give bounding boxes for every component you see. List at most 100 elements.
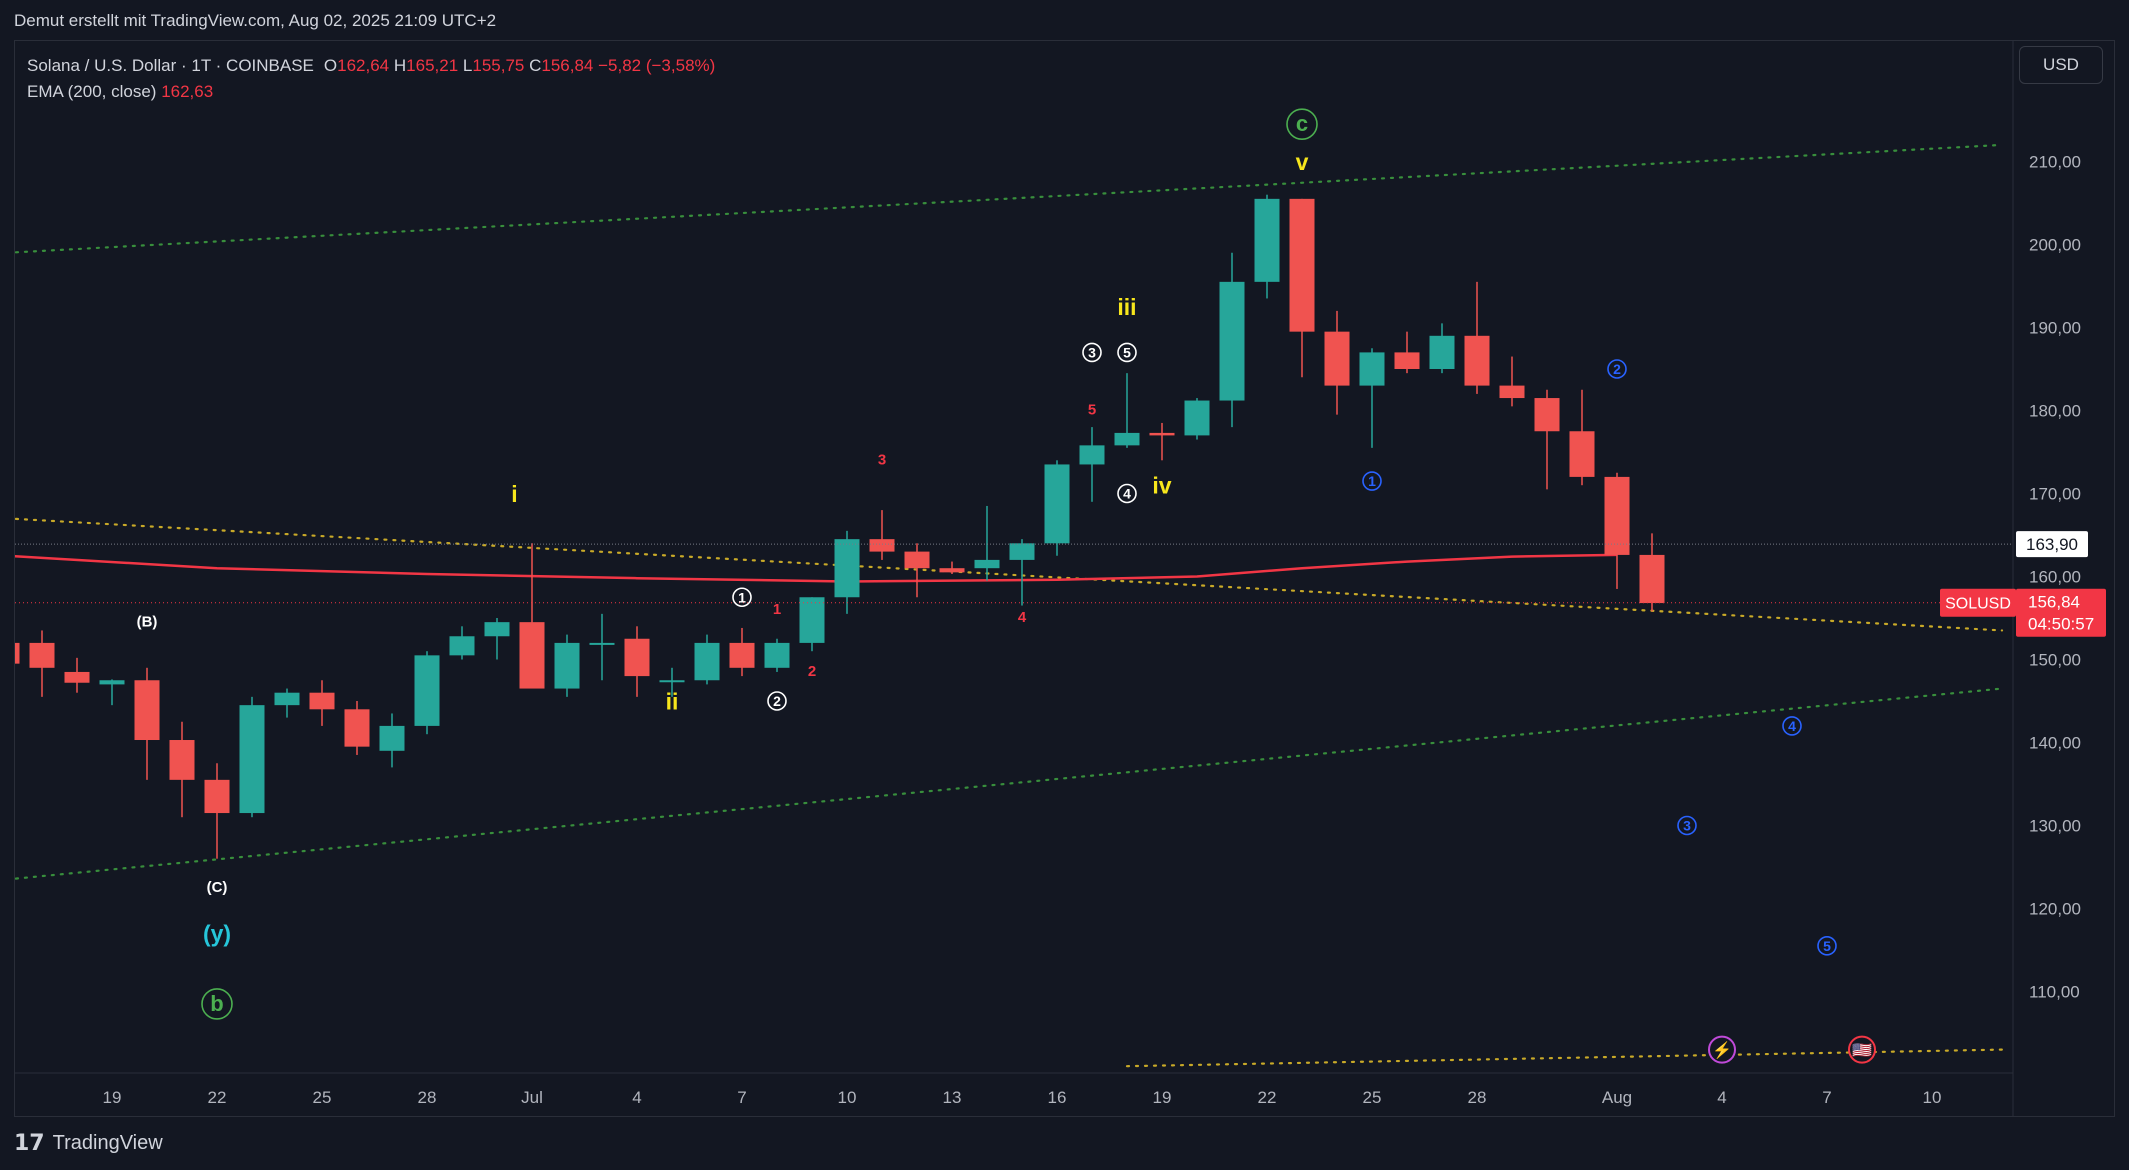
y-tick-label: 110,00: [2029, 983, 2080, 1002]
wave-label-cyan: (y): [203, 921, 231, 947]
candle: [414, 651, 440, 735]
candle-body: [519, 622, 545, 689]
price-tags-layer: 163,90 SOLUSD 156,84 04:50:57: [1940, 531, 2106, 637]
candle-body: [15, 642, 20, 664]
us-flag-event-icon[interactable]: 🇺🇸: [1848, 1035, 1876, 1064]
legend-ema-row[interactable]: EMA (200, close) 162,63: [27, 79, 715, 105]
candle: [1464, 281, 1490, 394]
candle: [764, 638, 790, 672]
ema-layer: [15, 553, 1618, 583]
candle: [204, 763, 230, 859]
candle: [15, 642, 20, 664]
candle: [1394, 331, 1420, 374]
wave-label-red: 5: [1088, 402, 1096, 419]
wave-label-text: (C): [207, 879, 228, 896]
candle: [274, 688, 300, 718]
last-price-text: 156,84: [2028, 593, 2080, 612]
candle-body: [1429, 335, 1455, 369]
candle: [1604, 472, 1630, 589]
candle-body: [1604, 476, 1630, 555]
wave-label-text: 2: [773, 693, 781, 709]
candle-body: [1534, 398, 1560, 432]
x-tick-label: Aug: [1602, 1088, 1632, 1107]
candle-body: [1184, 400, 1210, 436]
trendline-green: [15, 143, 2004, 254]
level-lines-layer: [15, 543, 2013, 604]
candle: [64, 657, 90, 693]
wave-label-text: c: [1296, 111, 1308, 136]
candle: [1534, 389, 1560, 490]
candle-body: [169, 740, 195, 780]
wave-label-blue: 2: [1607, 359, 1627, 379]
wave-label-white: (C): [207, 879, 228, 896]
candle-body: [134, 680, 160, 741]
candle-body: [239, 705, 265, 814]
x-tick-label: 22: [1258, 1088, 1277, 1107]
wave-label-circle: [1117, 483, 1137, 504]
low-label: L: [462, 56, 473, 75]
tradingview-logo-icon: 17: [14, 1131, 45, 1156]
candle-body: [1324, 331, 1350, 386]
wave-label-red: 1: [773, 601, 781, 618]
candle-body: [344, 709, 370, 747]
x-tick-label: 22: [208, 1088, 227, 1107]
wave-label-red: 3: [878, 451, 886, 468]
currency-button[interactable]: USD: [2019, 46, 2103, 84]
level-price-text: 163,90: [2026, 535, 2078, 554]
y-tick-label: 180,00: [2029, 402, 2081, 421]
candle-body: [659, 680, 685, 683]
wave-label-red: 2: [808, 663, 816, 680]
wave-label-white: 4: [1117, 483, 1137, 504]
legend-symbol-row[interactable]: Solana / U.S. Dollar · 1T · COINBASE O162…: [27, 53, 715, 79]
wave-label-circle: [1607, 359, 1627, 379]
wave-label-white: 1: [732, 587, 752, 608]
candle: [344, 701, 370, 755]
wave-label-circle: [1817, 936, 1837, 956]
last-price-tag: [2016, 588, 2106, 637]
tradingview-logo[interactable]: 17 TradingView: [14, 1131, 163, 1156]
event-icons-layer: ⚡ 🇺🇸: [1708, 1035, 1876, 1064]
event-icon-circle: [1708, 1035, 1736, 1064]
x-tick-label: 19: [1153, 1088, 1172, 1107]
wave-label-text: 5: [1088, 402, 1096, 419]
x-tick-label: 13: [943, 1088, 962, 1107]
wave-label-white: 2: [767, 691, 787, 711]
candle: [974, 505, 1000, 581]
candle-body: [589, 642, 615, 645]
y-tick-label: 190,00: [2029, 319, 2081, 338]
candle: [939, 561, 965, 575]
candle: [1324, 310, 1350, 415]
trendline-green: [15, 687, 2004, 880]
wave-label-text: 4: [1788, 718, 1796, 734]
candle: [624, 626, 650, 697]
candle-body: [29, 642, 55, 668]
candle-body: [1044, 464, 1070, 544]
wave-label-white: (B): [137, 613, 158, 630]
candle: [869, 510, 895, 560]
lightning-event-icon[interactable]: ⚡: [1708, 1035, 1736, 1064]
wave-label-text: 2: [1613, 361, 1621, 377]
candle: [484, 618, 510, 660]
candle-body: [204, 779, 230, 814]
wave-label-yellow: iii: [1117, 294, 1136, 320]
trendline-yellow: [15, 517, 2004, 632]
ema-label: EMA (200, close): [27, 82, 157, 101]
wave-label-circle: [1782, 716, 1802, 736]
wave-label-circle: [732, 587, 752, 608]
candle-body: [99, 680, 125, 685]
candle-body: [869, 539, 895, 552]
wave-label-yellow: ii: [666, 688, 679, 714]
y-tick-label: 160,00: [2029, 568, 2081, 587]
candle-body: [309, 692, 335, 710]
change-value: −5,82 (−3,58%): [598, 56, 716, 75]
candle: [1114, 373, 1140, 448]
candle: [29, 630, 55, 697]
candle-body: [694, 642, 720, 681]
candle-body: [1114, 432, 1140, 446]
wave-label-text: 4: [1123, 486, 1131, 502]
x-axis: 19 22 25 28 Jul 4 7 10 13 16 19 22 25 28 Aug 4 7 10: [15, 1072, 2013, 1107]
wave-label-text: 5: [1123, 344, 1131, 360]
y-tick-label: 200,00: [2029, 236, 2081, 255]
